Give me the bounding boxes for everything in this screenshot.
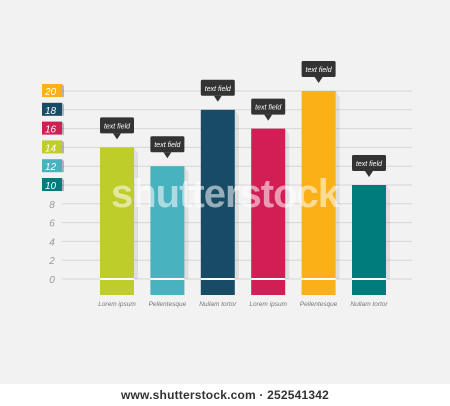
bar-base <box>352 279 386 295</box>
bar <box>352 185 386 279</box>
callout-bubble <box>150 136 185 153</box>
y-tick-swatch <box>42 84 62 97</box>
callout-pointer <box>113 133 121 140</box>
y-tick-swatch-fold <box>62 178 64 191</box>
y-tick-label: 4 <box>49 237 55 248</box>
y-tick-swatch-fold <box>62 159 64 173</box>
bar-shadow <box>335 91 340 279</box>
y-tick-label: 16 <box>45 125 57 136</box>
category-label: Lorem ipsum <box>98 301 136 308</box>
bar-base-gap <box>352 278 386 280</box>
y-tick-label: 8 <box>49 200 55 211</box>
bar-shadow <box>134 147 138 279</box>
bar-base-gap <box>150 278 185 280</box>
callout-label: text field <box>356 161 383 168</box>
y-tick-label: 2 <box>48 256 55 267</box>
y-tick-swatch <box>42 140 62 154</box>
bar <box>200 109 235 279</box>
y-tick-swatch-fold <box>62 121 64 135</box>
callout-bubble <box>301 61 336 77</box>
y-tick-swatch-fold <box>62 84 64 97</box>
bar <box>150 166 185 279</box>
callout-bubble <box>100 117 134 134</box>
y-tick-swatch <box>42 178 62 191</box>
bar-base-gap <box>301 278 336 280</box>
y-tick-swatch-fold <box>62 140 64 154</box>
category-label: Nullam tortor <box>350 301 388 308</box>
bar-base <box>200 279 235 295</box>
callout-label: text field <box>104 123 131 130</box>
bar-base <box>150 279 185 295</box>
callout-bubble <box>251 98 286 115</box>
category-label: Lorem ipsum <box>249 301 287 308</box>
callout-label: text field <box>205 86 232 93</box>
callout-label: text field <box>306 67 333 74</box>
bar <box>100 147 134 279</box>
bar-shadow <box>184 166 189 279</box>
y-tick-swatch <box>42 159 62 173</box>
y-tick-label: 6 <box>49 219 55 230</box>
y-tick-label: 10 <box>45 181 57 192</box>
y-tick-swatch <box>42 102 62 116</box>
category-label: Pellentesque <box>149 301 187 308</box>
callout-bubble <box>352 155 386 171</box>
callout-label: text field <box>154 142 181 149</box>
bar-base <box>301 279 336 295</box>
category-label: Pellentesque <box>300 301 338 308</box>
bar-base <box>251 279 286 295</box>
bar-base-gap <box>200 278 235 280</box>
bar-base <box>100 279 134 295</box>
y-tick-label: 0 <box>49 275 55 286</box>
y-tick-swatch <box>42 121 62 135</box>
footer-text: www.shutterstock.com · 252541342 <box>120 388 330 402</box>
y-tick-label: 20 <box>44 87 57 98</box>
bar-shadow <box>234 109 239 279</box>
bar-base-gap <box>251 278 286 280</box>
bar-shadow <box>285 128 290 279</box>
y-tick-swatch-fold <box>62 102 64 116</box>
footer-bar: www.shutterstock.com · 252541342 <box>0 384 450 406</box>
callout-pointer <box>264 114 273 121</box>
bar <box>301 91 336 279</box>
category-label: Nullam tortor <box>199 301 237 308</box>
y-tick-label: 14 <box>45 143 57 154</box>
y-tick-label: 12 <box>45 162 57 173</box>
callout-bubble <box>200 79 235 96</box>
callout-pointer <box>365 171 373 177</box>
callout-label: text field <box>255 105 282 112</box>
y-tick-label: 18 <box>45 106 57 117</box>
bar-shadow <box>386 185 390 279</box>
callout-pointer <box>213 95 222 102</box>
callout-pointer <box>314 77 323 83</box>
bar <box>251 128 286 279</box>
bar-base-gap <box>100 278 134 280</box>
callout-pointer <box>163 152 172 159</box>
